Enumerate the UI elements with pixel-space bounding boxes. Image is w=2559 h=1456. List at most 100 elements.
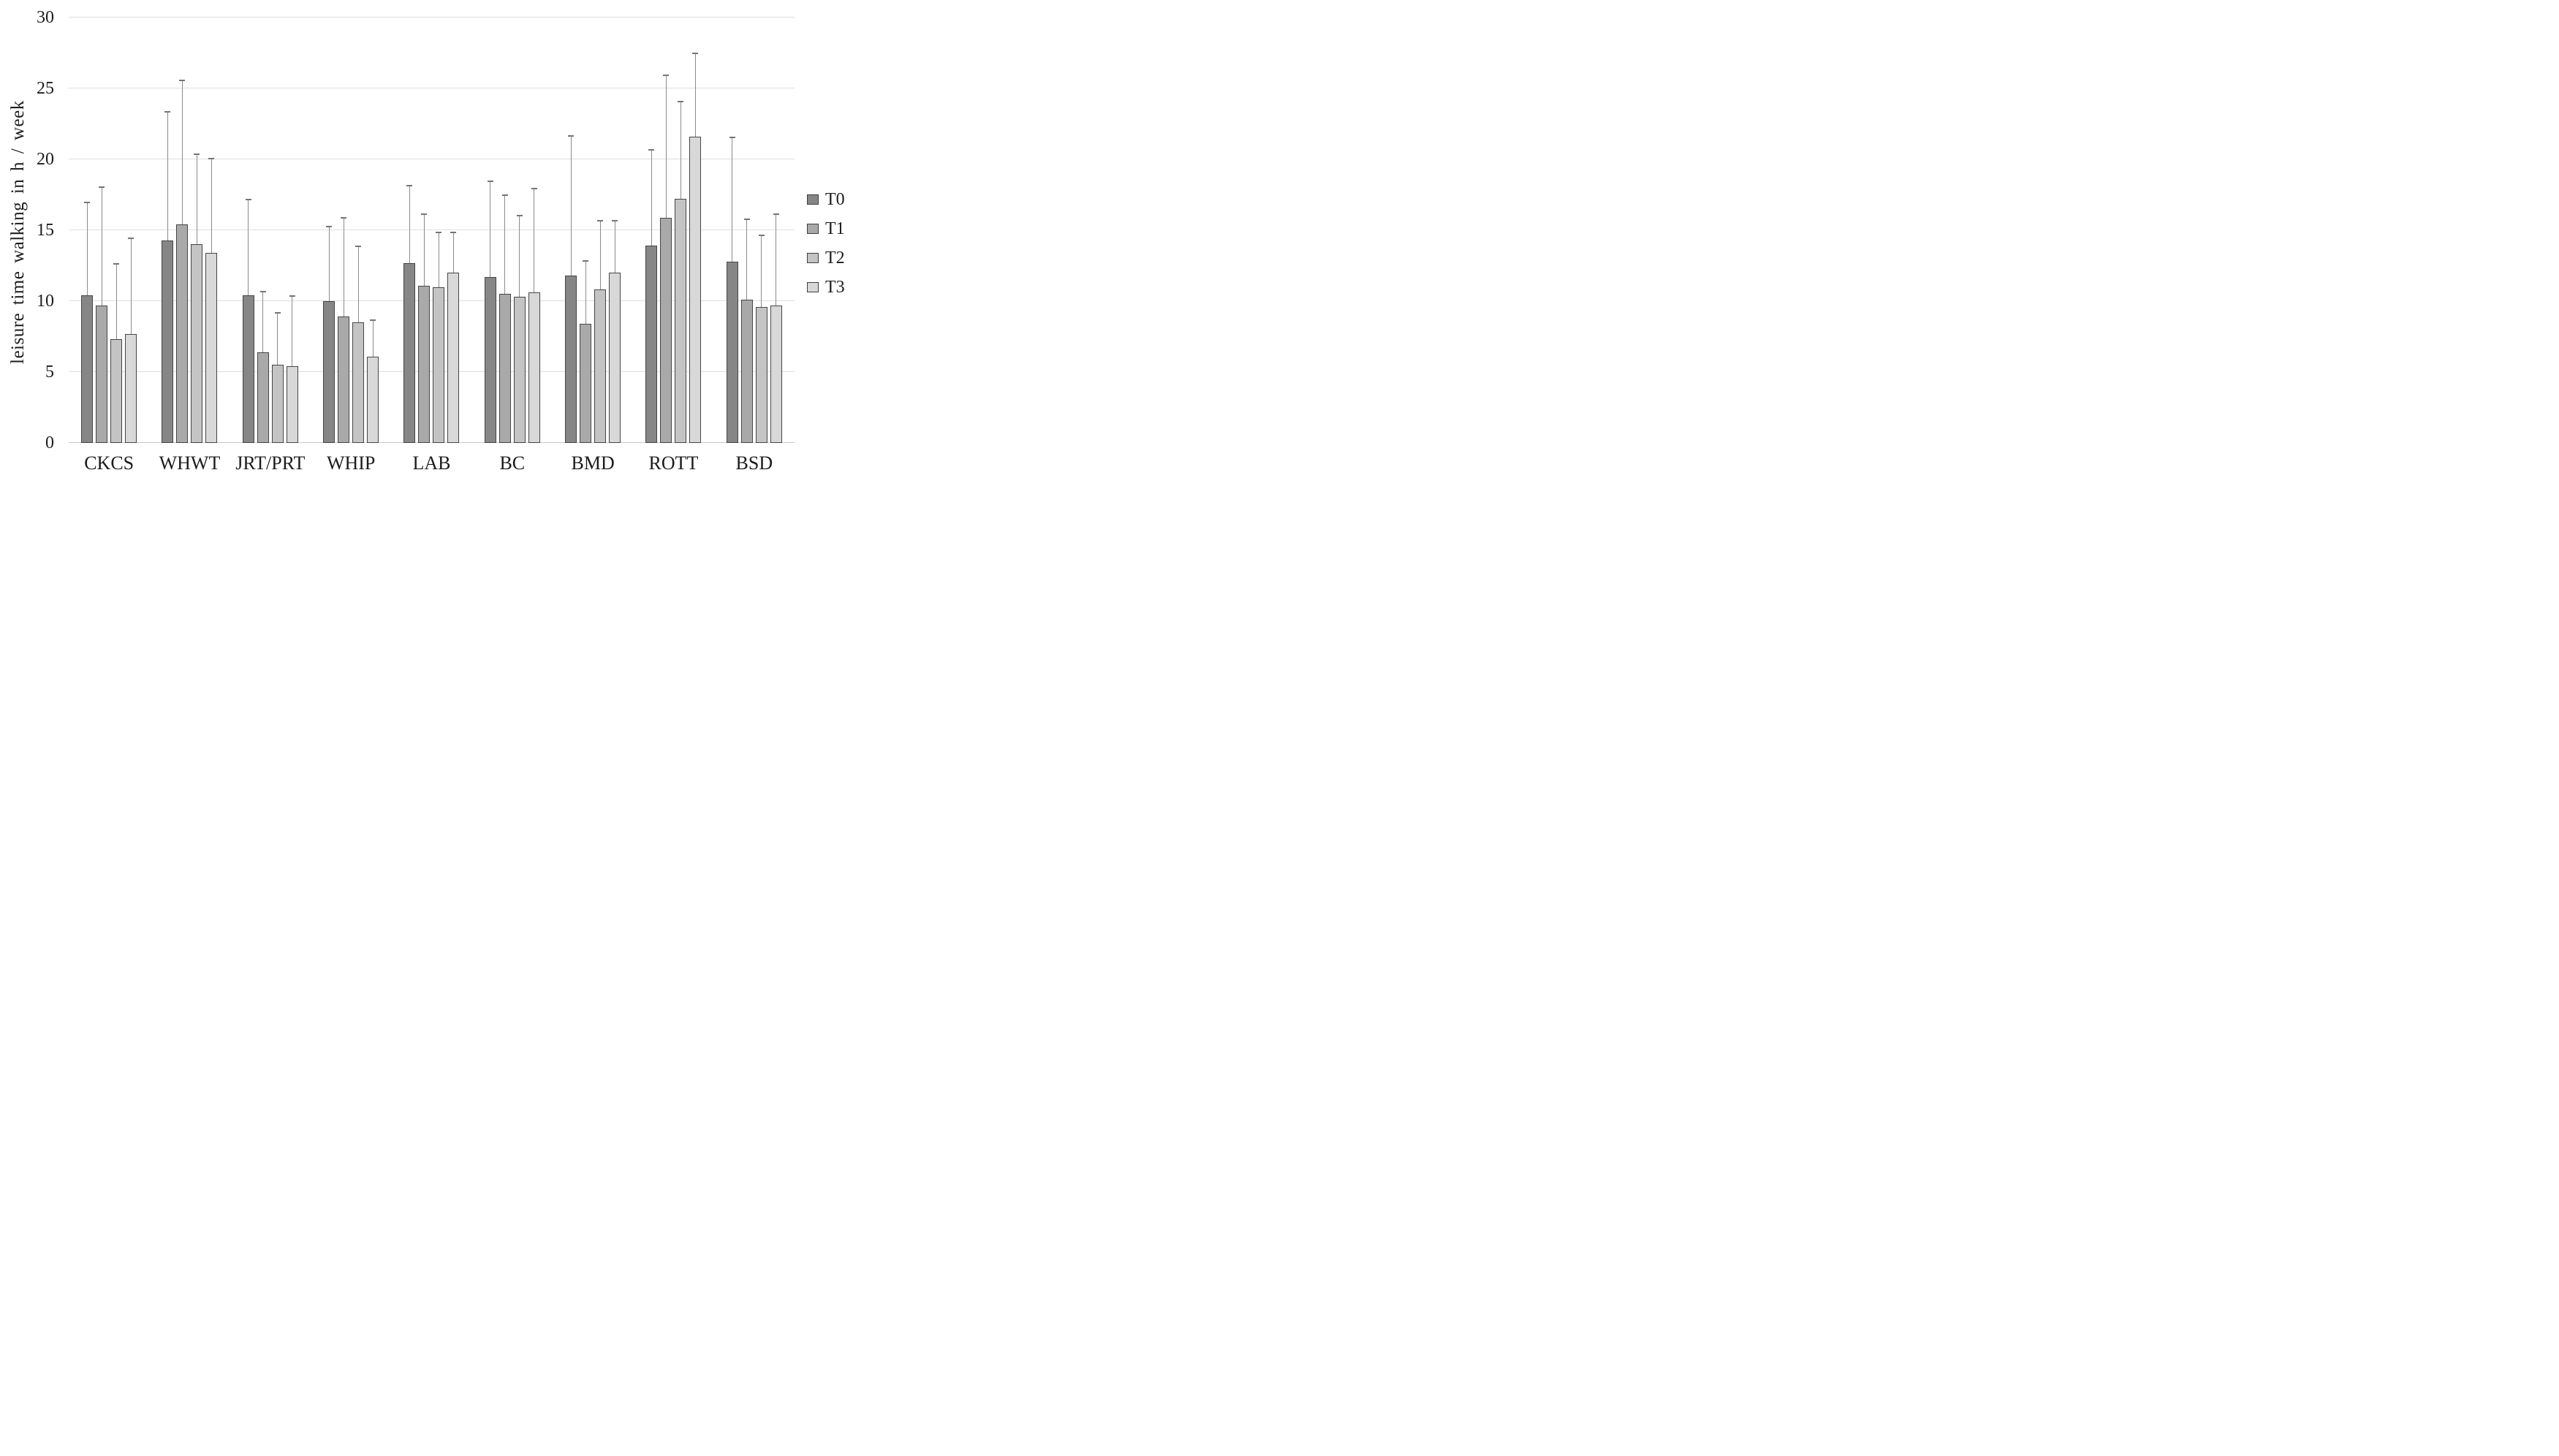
bar-T3-WHWT	[205, 253, 218, 443]
error-bar-T0-WHWT	[167, 113, 168, 240]
bar-slot-T1-CKCS	[96, 0, 108, 443]
y-tick-30: 30	[37, 8, 54, 27]
bar-slot-T3-BMD	[609, 0, 621, 443]
x-label-ROTT: ROTT	[648, 452, 699, 474]
bar-T2-WHWT	[191, 244, 203, 443]
error-cap-T0-JRT/PRT	[245, 199, 251, 201]
bar-slot-T3-WHIP	[367, 0, 379, 443]
bar-slot-T0-BC	[484, 0, 496, 443]
error-bar-T1-BC	[504, 196, 506, 295]
bar-T1-CKCS	[96, 305, 108, 443]
legend-label-T1: T1	[825, 219, 845, 238]
bar-slot-T2-BMD	[594, 0, 607, 443]
legend-item-T0: T0	[807, 189, 845, 211]
error-bar-T2-WHIP	[357, 247, 359, 323]
bar-slot-T2-ROTT	[675, 0, 687, 443]
bar-T2-JRT/PRT	[271, 365, 284, 443]
y-tick-10: 10	[37, 292, 54, 311]
bar-slot-T0-CKCS	[81, 0, 94, 443]
bar-T0-JRT/PRT	[242, 295, 254, 443]
bar-T2-LAB	[433, 287, 445, 443]
bar-slot-T3-CKCS	[125, 0, 137, 443]
error-bar-T1-JRT/PRT	[262, 292, 264, 352]
error-bar-T1-ROTT	[665, 75, 667, 218]
error-cap-T0-BMD	[568, 134, 575, 137]
error-cap-T2-ROTT	[678, 101, 684, 103]
error-cap-T2-WHIP	[355, 246, 362, 248]
bar-T0-BMD	[565, 276, 577, 443]
bar-slot-T1-BSD	[740, 0, 753, 443]
legend-label-T2: T2	[825, 249, 845, 268]
legend-item-T1: T1	[807, 218, 845, 240]
error-cap-T1-WHWT	[179, 80, 186, 82]
error-bar-T2-JRT/PRT	[277, 314, 278, 365]
bar-T1-ROTT	[660, 217, 672, 443]
bar-slot-T2-BSD	[755, 0, 767, 443]
bar-T3-LAB	[447, 273, 460, 443]
error-bar-T2-BC	[519, 216, 520, 297]
error-bar-T0-JRT/PRT	[248, 200, 249, 296]
x-label-WHIP: WHIP	[326, 452, 376, 474]
bar-slot-T2-LAB	[433, 0, 445, 443]
bar-slot-T0-ROTT	[645, 0, 658, 443]
bar-slot-T2-WHWT	[191, 0, 203, 443]
plot-area	[69, 0, 795, 443]
legend-swatch-T0	[807, 194, 819, 205]
bar-slot-T0-JRT/PRT	[242, 0, 254, 443]
bar-slot-T1-ROTT	[660, 0, 672, 443]
error-bar-T2-BSD	[761, 235, 762, 307]
bar-slot-T1-WHWT	[176, 0, 189, 443]
error-cap-T3-WHWT	[208, 158, 215, 159]
error-cap-T0-WHWT	[164, 110, 171, 113]
error-bar-T0-LAB	[409, 186, 410, 263]
bar-slot-T3-BSD	[770, 0, 782, 443]
bar-slot-T1-LAB	[418, 0, 431, 443]
error-cap-T1-JRT/PRT	[259, 291, 266, 293]
error-cap-T3-BMD	[612, 220, 618, 222]
bar-T0-BSD	[726, 261, 738, 443]
bar-T0-ROTT	[645, 246, 658, 443]
bar-group-LAB	[391, 0, 471, 443]
error-bar-T3-LAB	[452, 232, 454, 273]
error-bar-T1-LAB	[423, 214, 425, 286]
bar-T3-ROTT	[689, 136, 702, 443]
bar-slot-T2-BC	[513, 0, 526, 443]
bar-T0-CKCS	[81, 295, 94, 443]
error-cap-T0-LAB	[406, 184, 413, 186]
error-bar-T0-WHIP	[328, 227, 330, 301]
y-tick-20: 20	[37, 150, 54, 169]
legend-swatch-T2	[807, 253, 819, 263]
bar-T2-BMD	[594, 289, 607, 443]
bar-slot-T2-CKCS	[110, 0, 123, 443]
bar-T0-WHWT	[162, 240, 174, 443]
x-label-LAB: LAB	[412, 452, 451, 474]
bar-T3-BMD	[609, 273, 621, 443]
legend-item-T3: T3	[807, 276, 845, 298]
bar-T1-WHIP	[338, 316, 350, 443]
error-cap-T0-BC	[487, 181, 493, 183]
bar-slot-T0-WHWT	[162, 0, 174, 443]
legend-label-T3: T3	[825, 278, 845, 297]
gridline-5	[69, 371, 795, 372]
x-label-JRT/PRT: JRT/PRT	[235, 452, 306, 474]
bar-slot-T1-WHIP	[338, 0, 350, 443]
y-tick-5: 5	[45, 363, 54, 382]
legend-label-T0: T0	[825, 190, 845, 209]
error-cap-T0-BSD	[729, 136, 735, 138]
error-cap-T3-CKCS	[128, 237, 134, 239]
error-cap-T0-WHIP	[326, 226, 333, 228]
error-cap-T3-LAB	[450, 231, 457, 233]
x-label-WHWT: WHWT	[159, 452, 221, 474]
error-cap-T2-BMD	[597, 220, 604, 222]
x-label-CKCS: CKCS	[84, 452, 134, 474]
gridline-30	[69, 17, 795, 18]
error-cap-T3-ROTT	[692, 53, 699, 55]
bar-slot-T2-WHIP	[352, 0, 365, 443]
bar-T2-BSD	[755, 306, 767, 443]
bar-T1-BC	[498, 294, 511, 443]
x-label-BSD: BSD	[735, 452, 773, 474]
error-cap-T3-BC	[531, 187, 537, 189]
y-tick-15: 15	[37, 221, 54, 240]
bar-slot-T0-LAB	[403, 0, 416, 443]
bar-T3-BSD	[770, 305, 782, 443]
